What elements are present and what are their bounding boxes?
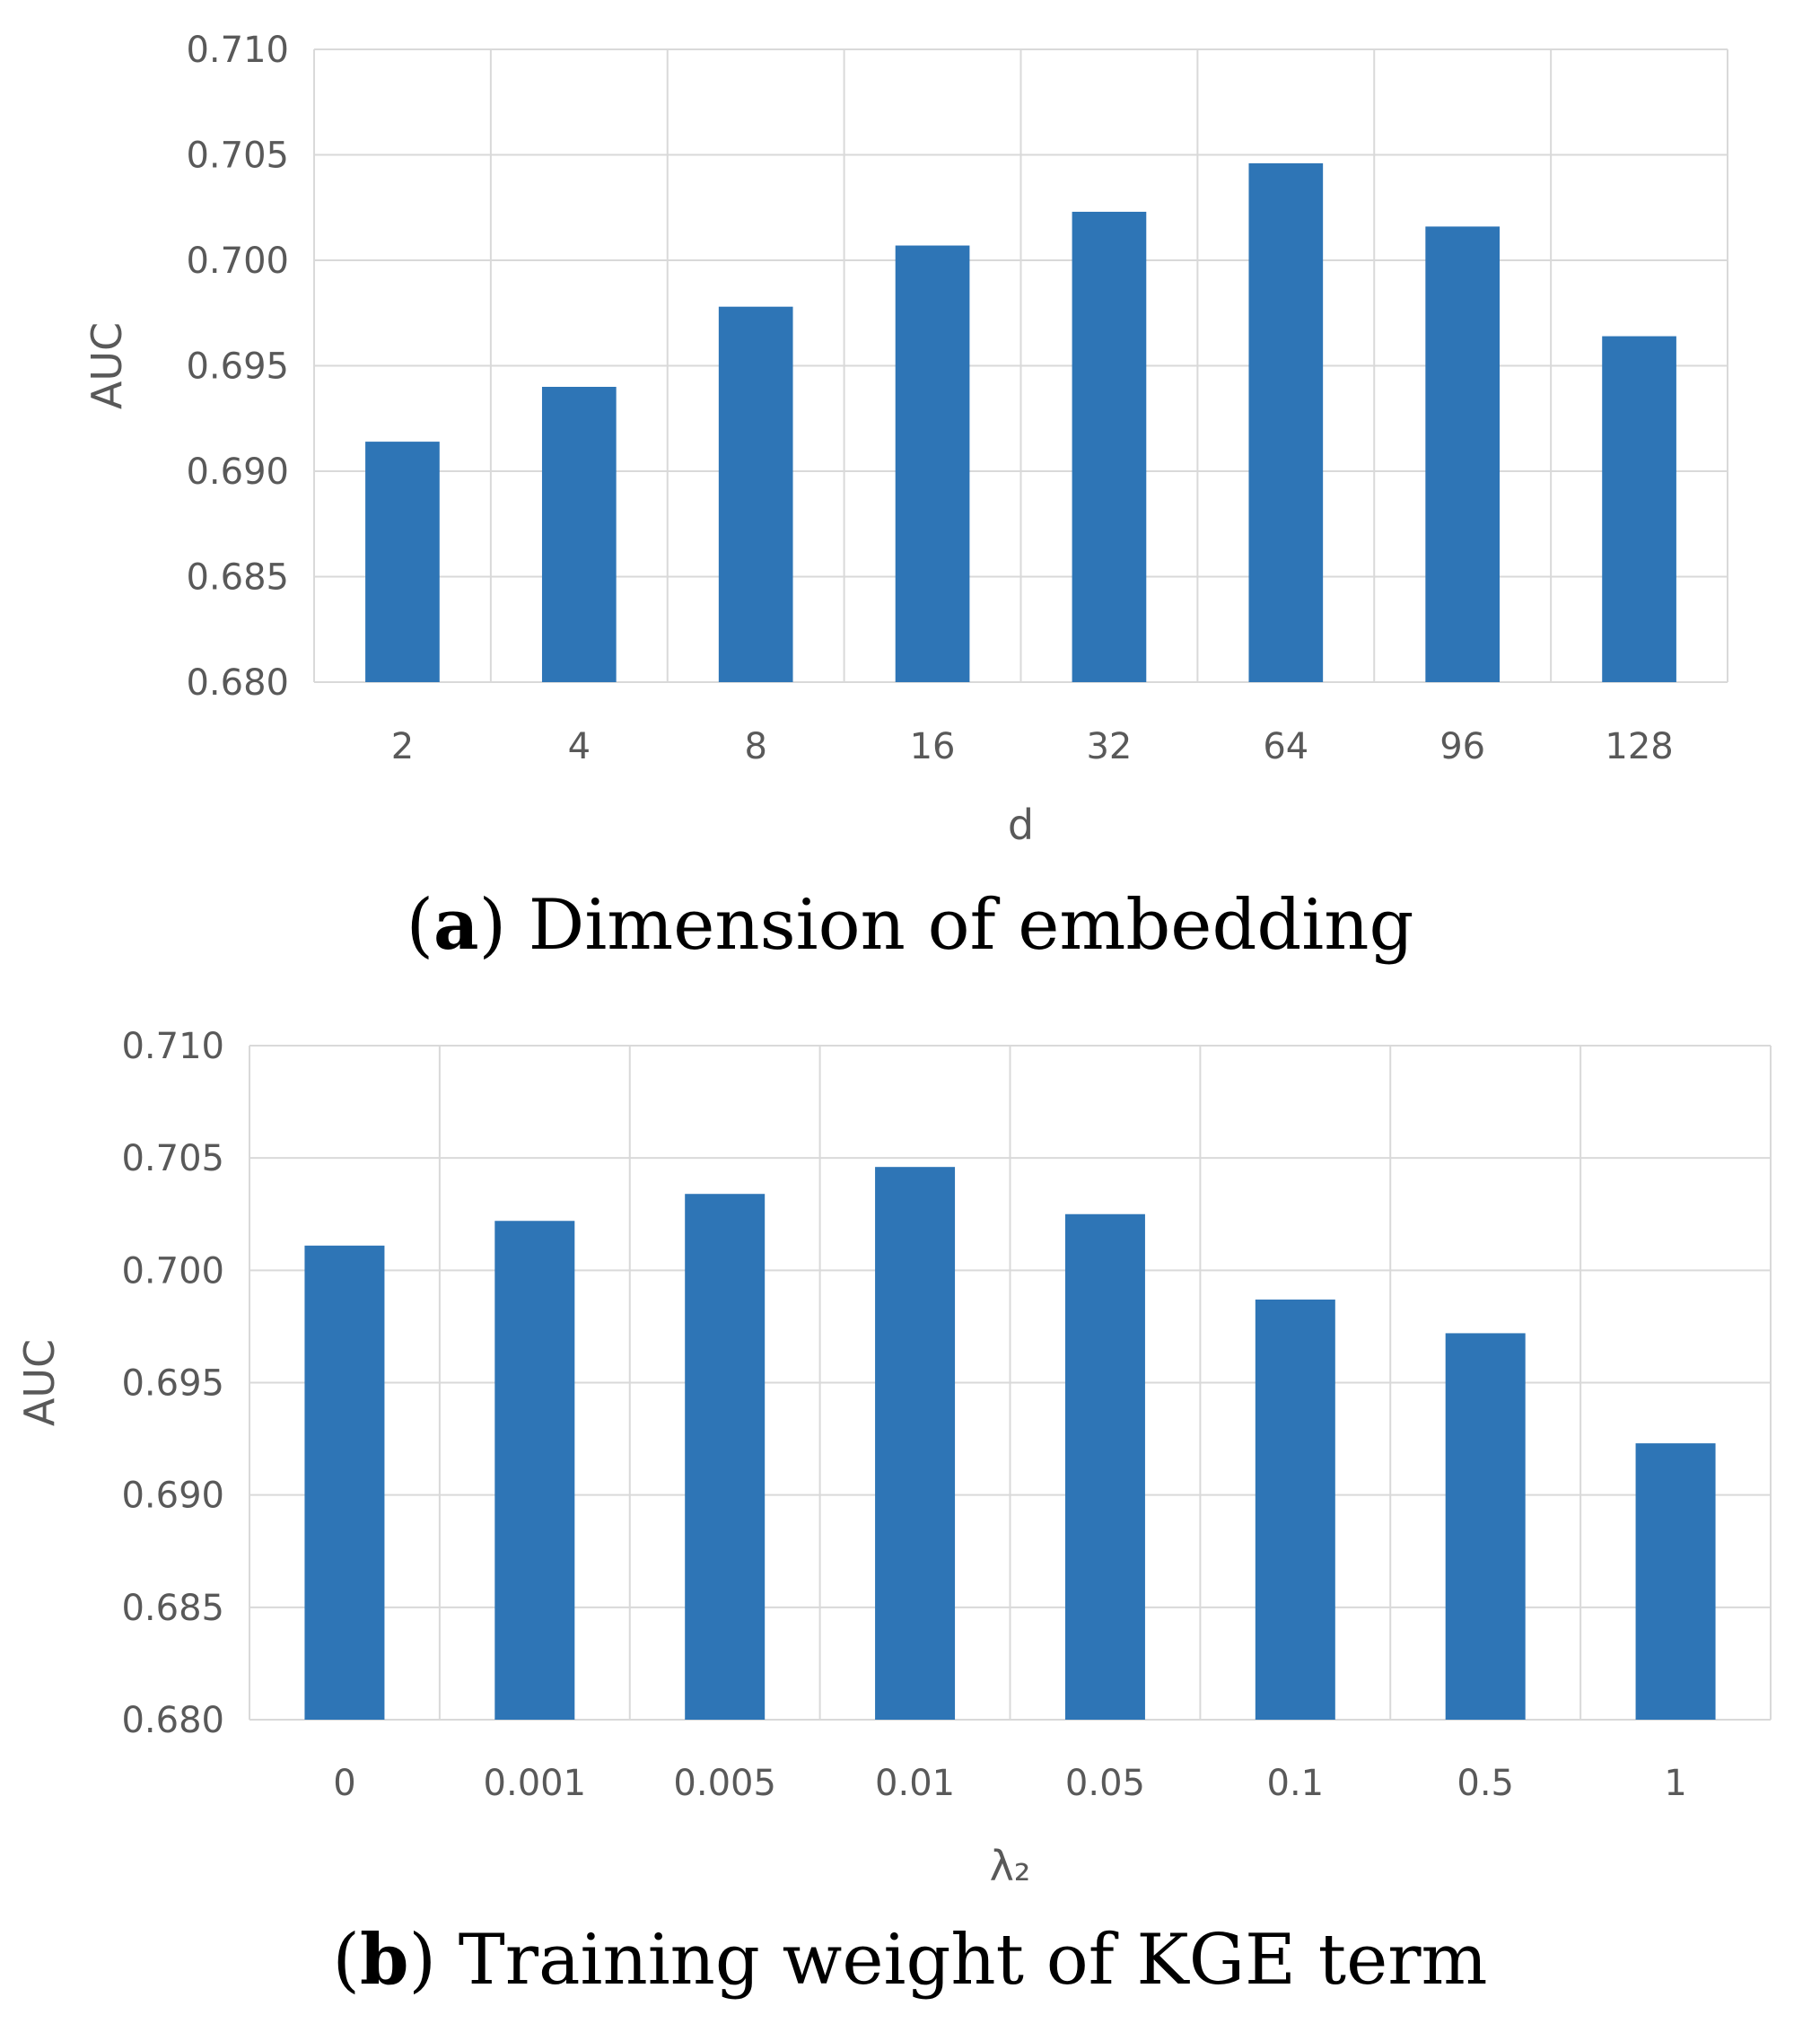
- y-tick-label: 0.680: [121, 1700, 224, 1741]
- x-tick-label: 0: [333, 1763, 355, 1804]
- y-tick-label: 0.695: [121, 1363, 224, 1405]
- x-tick-label: 64: [1263, 726, 1308, 767]
- chart-b: 0.680 0.685 0.690 0.695 0.700 0.705 0.710 0 0.0…: [15, 1026, 1772, 1890]
- y-tick-label: 0.680: [186, 662, 289, 704]
- bar: [1248, 162, 1324, 682]
- y-tick-label: 0.695: [186, 346, 289, 388]
- caption-text: Training weight of KGE term: [458, 1920, 1488, 2001]
- caption-a: (a) Dimension of embedding: [406, 884, 1414, 966]
- bar: [1635, 1443, 1716, 1720]
- bar: [875, 1167, 956, 1720]
- x-axis-title: λ₂: [990, 1842, 1031, 1890]
- y-tick-label: 0.690: [121, 1476, 224, 1517]
- x-tick-label: 32: [1086, 726, 1132, 767]
- x-tick-label: 2: [391, 726, 414, 767]
- x-tick-label: 128: [1605, 726, 1673, 767]
- x-tick-label: 0.5: [1457, 1763, 1514, 1804]
- bar: [1255, 1299, 1335, 1720]
- bar: [1602, 336, 1676, 682]
- y-tick-label: 0.700: [186, 241, 289, 282]
- y-tick-label: 0.710: [186, 30, 289, 71]
- x-tick-label: 0.05: [1065, 1763, 1145, 1804]
- x-tick-label: 16: [910, 726, 956, 767]
- bar: [718, 306, 793, 682]
- y-axis-title: AUC: [83, 322, 131, 409]
- bar: [685, 1194, 766, 1720]
- caption-b: (b) Training weight of KGE term: [332, 1919, 1488, 2001]
- x-axis-title: d: [1008, 801, 1034, 849]
- y-tick-label: 0.700: [121, 1250, 224, 1292]
- y-tick-label: 0.710: [121, 1026, 224, 1067]
- y-tick-label: 0.685: [121, 1588, 224, 1629]
- bar: [1425, 226, 1501, 682]
- y-tick-label: 0.685: [186, 557, 289, 599]
- bar: [365, 442, 440, 682]
- x-tick-label: 0.001: [484, 1763, 587, 1804]
- y-tick-label: 0.705: [121, 1138, 224, 1179]
- bar: [304, 1245, 385, 1720]
- caption-text: Dimension of embedding: [528, 885, 1414, 966]
- chart-a: 0.680 0.685 0.690 0.695 0.700 0.705 0.710 2 4 8 1…: [83, 30, 1728, 849]
- bar: [1064, 1213, 1145, 1720]
- x-tick-label: 0.005: [673, 1763, 776, 1804]
- bar: [895, 245, 970, 682]
- y-axis-title: AUC: [15, 1339, 64, 1426]
- x-tick-label: 96: [1439, 726, 1485, 767]
- bar: [1445, 1333, 1526, 1720]
- bar: [1072, 211, 1147, 682]
- caption-letter: b: [359, 1919, 409, 2001]
- x-tick-label: 0.01: [875, 1763, 955, 1804]
- bar: [541, 387, 617, 682]
- y-tick-label: 0.690: [186, 451, 289, 493]
- bar: [494, 1221, 575, 1720]
- x-tick-label: 1: [1664, 1763, 1686, 1804]
- x-tick-label: 0.1: [1267, 1763, 1325, 1804]
- caption-letter: a: [433, 884, 479, 966]
- x-tick-label: 8: [744, 726, 766, 767]
- x-tick-label: 4: [568, 726, 591, 767]
- y-tick-label: 0.705: [186, 136, 289, 177]
